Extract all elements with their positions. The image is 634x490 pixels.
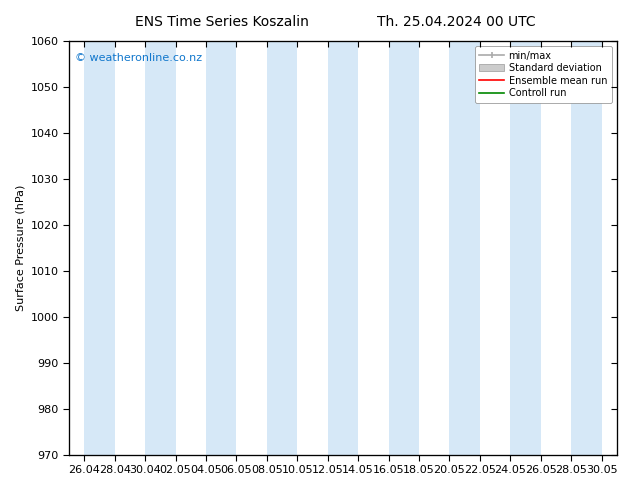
Bar xyxy=(84,41,115,455)
Text: Th. 25.04.2024 00 UTC: Th. 25.04.2024 00 UTC xyxy=(377,15,536,29)
Bar xyxy=(571,41,602,455)
Text: © weatheronline.co.nz: © weatheronline.co.nz xyxy=(75,53,202,64)
Bar xyxy=(267,41,297,455)
Legend: min/max, Standard deviation, Ensemble mean run, Controll run: min/max, Standard deviation, Ensemble me… xyxy=(475,46,612,103)
Bar xyxy=(328,41,358,455)
Y-axis label: Surface Pressure (hPa): Surface Pressure (hPa) xyxy=(15,185,25,311)
Bar xyxy=(510,41,541,455)
Bar xyxy=(206,41,236,455)
Bar xyxy=(450,41,480,455)
Bar xyxy=(389,41,419,455)
Text: ENS Time Series Koszalin: ENS Time Series Koszalin xyxy=(135,15,309,29)
Bar xyxy=(145,41,176,455)
